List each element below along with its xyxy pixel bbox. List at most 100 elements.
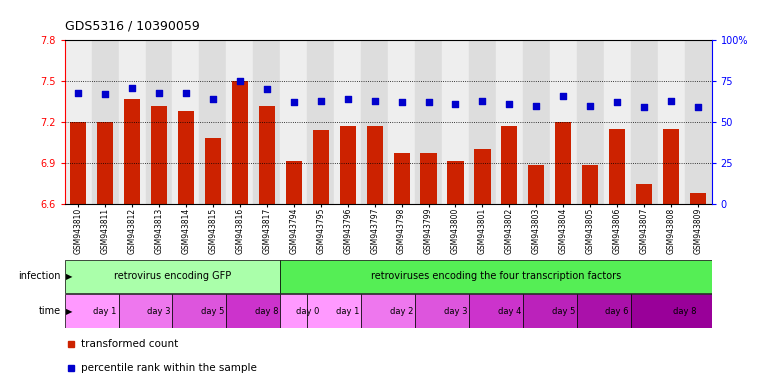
Point <box>450 101 462 107</box>
Text: day 3: day 3 <box>148 306 170 316</box>
Point <box>557 93 569 99</box>
Text: time: time <box>39 306 61 316</box>
Point <box>422 99 435 106</box>
Bar <box>603 40 631 204</box>
Bar <box>65 260 280 293</box>
Point <box>342 96 354 102</box>
Bar <box>577 40 603 204</box>
Bar <box>609 129 626 204</box>
Bar <box>528 166 544 204</box>
Bar <box>367 126 383 204</box>
Point <box>611 99 623 106</box>
Bar <box>501 126 517 204</box>
Point <box>288 99 300 106</box>
Bar <box>227 295 280 328</box>
Bar <box>259 106 275 204</box>
Point <box>99 91 111 97</box>
Bar <box>523 40 550 204</box>
Bar <box>690 193 706 204</box>
Bar <box>178 111 194 204</box>
Point <box>261 86 273 92</box>
Bar <box>65 295 119 328</box>
Bar <box>393 153 409 204</box>
Point <box>584 103 597 109</box>
Text: day 4: day 4 <box>498 306 521 316</box>
Text: retrovirus encoding GFP: retrovirus encoding GFP <box>114 271 231 281</box>
Bar <box>415 295 469 328</box>
Bar <box>469 295 523 328</box>
Text: day 8: day 8 <box>673 306 696 316</box>
Bar <box>685 40 712 204</box>
Text: day 1: day 1 <box>336 306 359 316</box>
Text: retroviruses encoding the four transcription factors: retroviruses encoding the four transcrip… <box>371 271 621 281</box>
Bar <box>361 295 415 328</box>
Bar <box>556 122 572 204</box>
Bar <box>361 40 388 204</box>
Bar <box>173 40 199 204</box>
Bar <box>550 40 577 204</box>
Bar <box>227 40 253 204</box>
Bar <box>388 40 415 204</box>
Bar <box>663 129 679 204</box>
Bar <box>65 40 91 204</box>
Text: day 6: day 6 <box>606 306 629 316</box>
Point <box>368 98 380 104</box>
Text: ▶: ▶ <box>66 272 73 281</box>
Bar <box>232 81 248 204</box>
Bar <box>421 153 437 204</box>
Bar <box>631 295 712 328</box>
Text: transformed count: transformed count <box>81 339 178 349</box>
Point <box>126 84 139 91</box>
Bar <box>334 40 361 204</box>
Point <box>638 104 650 110</box>
Bar <box>119 40 145 204</box>
Bar <box>658 40 685 204</box>
Bar <box>97 122 113 204</box>
Point <box>503 101 515 107</box>
Bar <box>307 40 334 204</box>
Bar <box>577 295 631 328</box>
Text: percentile rank within the sample: percentile rank within the sample <box>81 362 256 373</box>
Bar <box>70 122 86 204</box>
Text: day 0: day 0 <box>295 306 319 316</box>
Bar <box>119 295 173 328</box>
Point <box>234 78 246 84</box>
Bar <box>280 40 307 204</box>
Text: infection: infection <box>18 271 61 281</box>
Bar <box>474 149 491 204</box>
Point <box>665 98 677 104</box>
Text: day 1: day 1 <box>94 306 116 316</box>
Bar <box>145 40 173 204</box>
Bar <box>582 166 598 204</box>
Bar <box>253 40 280 204</box>
Point <box>72 89 84 96</box>
Point <box>153 89 165 96</box>
Bar <box>442 40 469 204</box>
Bar <box>469 40 496 204</box>
Bar <box>91 40 119 204</box>
Text: day 8: day 8 <box>255 306 279 316</box>
Text: day 2: day 2 <box>390 306 413 316</box>
Bar <box>205 138 221 204</box>
Point <box>530 103 543 109</box>
Bar <box>631 40 658 204</box>
Bar <box>415 40 442 204</box>
Bar <box>447 161 463 204</box>
Bar <box>285 161 302 204</box>
Bar <box>307 295 361 328</box>
Bar <box>496 40 523 204</box>
Bar <box>313 130 329 204</box>
Bar <box>339 126 356 204</box>
Point <box>396 99 408 106</box>
Bar <box>280 295 307 328</box>
Point <box>180 89 192 96</box>
Text: GDS5316 / 10390059: GDS5316 / 10390059 <box>65 19 199 32</box>
Bar <box>280 260 712 293</box>
Bar <box>151 106 167 204</box>
Text: day 5: day 5 <box>201 306 224 316</box>
Point <box>314 98 326 104</box>
Bar <box>636 184 652 204</box>
Point <box>476 98 489 104</box>
Point <box>207 96 219 102</box>
Bar <box>199 40 227 204</box>
